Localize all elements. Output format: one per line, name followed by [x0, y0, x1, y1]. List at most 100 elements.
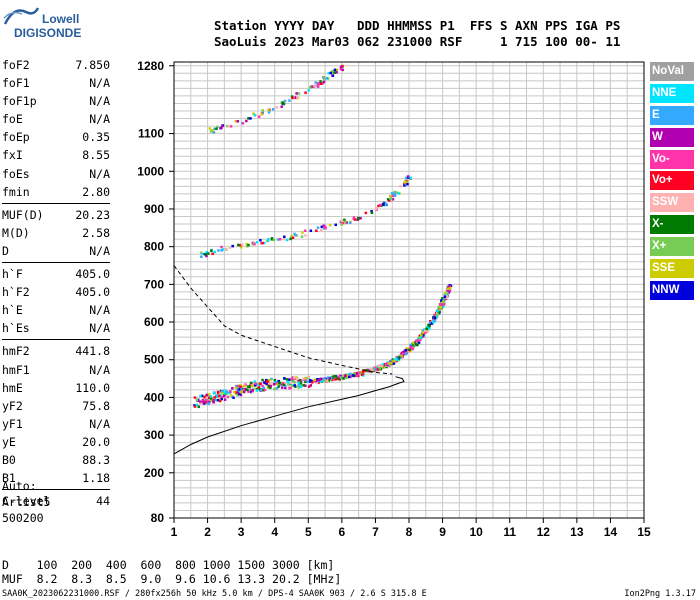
echo-dot	[438, 308, 442, 312]
param-value: N/A	[89, 112, 110, 127]
echo-dot	[297, 92, 301, 95]
param-name: foF1	[2, 76, 30, 91]
echo-dot	[343, 374, 347, 378]
echo-dot	[328, 377, 332, 380]
x-tick-label: 6	[339, 525, 346, 539]
echo-dot	[391, 358, 395, 361]
echo-dot	[252, 384, 255, 388]
echo-dot	[228, 246, 232, 249]
echo-dot	[435, 315, 438, 318]
echo-dot	[247, 243, 250, 247]
echo-dot	[197, 405, 200, 409]
echo-dot	[265, 380, 269, 383]
echo-dot	[265, 382, 269, 386]
echo-dot	[234, 392, 238, 396]
echo-dot	[446, 291, 449, 294]
echo-dot	[290, 95, 294, 98]
param-row: foE N/A	[2, 110, 110, 128]
echo-dot	[293, 384, 296, 387]
echo-dot	[410, 347, 414, 351]
echo-dot	[200, 252, 204, 255]
echo-dot	[353, 218, 357, 221]
echo-dot	[267, 111, 271, 114]
echo-dot	[343, 218, 346, 222]
echo-dot	[334, 375, 337, 378]
echo-dot	[216, 125, 219, 129]
echo-dot	[313, 84, 316, 88]
echo-dot	[249, 381, 253, 385]
param-value: N/A	[89, 303, 110, 318]
echo-dot	[200, 255, 203, 259]
echo-dot	[252, 382, 255, 386]
echo-dot	[447, 291, 451, 294]
echo-dot	[441, 305, 445, 308]
echo-dot	[321, 82, 324, 85]
echo-dot	[370, 368, 373, 371]
echo-dot	[432, 321, 435, 324]
echo-dot	[246, 388, 249, 392]
echo-dot	[271, 383, 274, 386]
echo-dot	[296, 379, 300, 382]
y-tick-label: 600	[144, 315, 164, 329]
echo-dot	[340, 376, 344, 379]
param-name: B0	[2, 452, 16, 467]
echo-dot	[290, 380, 294, 383]
echo-dot	[314, 81, 317, 84]
echo-dot	[285, 378, 289, 381]
echo-dot	[399, 184, 402, 188]
echo-dot	[327, 379, 331, 382]
echo-dot	[390, 361, 393, 365]
echo-dot	[289, 381, 293, 385]
echo-dot	[207, 393, 211, 396]
echo-dot	[345, 221, 348, 224]
axis-ticks: 1 2 3 4 5 6 7 8 9 10 11 12 13 14 158020030040050060070…	[137, 59, 651, 539]
x-tick-label: 1	[171, 525, 178, 539]
echo-dot	[223, 398, 227, 401]
polarization-legend: NoVal NNE E W Vo- Vo+ SSW X- X+ SSE NNW	[650, 62, 694, 303]
x-tick-label: 8	[406, 525, 413, 539]
param-row: h`F 405.0	[2, 265, 110, 283]
echo-dot	[283, 99, 287, 103]
autoscaling-info: Auto: Artist5 500200	[2, 478, 50, 526]
echo-dot	[397, 358, 401, 362]
param-name: D	[2, 243, 9, 258]
echo-dot	[277, 385, 280, 388]
echo-dot	[364, 211, 368, 215]
echo-dot	[296, 96, 299, 99]
echo-dot	[347, 375, 351, 379]
echo-dot	[292, 376, 296, 380]
echo-dot	[253, 113, 256, 117]
echo-dot	[222, 392, 225, 395]
echo-dot	[251, 389, 254, 392]
echo-dot	[282, 377, 286, 380]
echo-dot	[212, 130, 215, 134]
echo-dot	[323, 377, 326, 380]
param-name: foF2	[2, 58, 30, 72]
param-row: yE 20.0	[2, 433, 110, 451]
echo-dot	[309, 379, 312, 382]
param-value: N/A	[89, 243, 110, 258]
echo-dot	[259, 388, 263, 392]
echo-dot	[358, 371, 362, 374]
echo-dot	[250, 384, 254, 388]
echo-dot	[225, 248, 228, 251]
param-row: yF2 75.8	[2, 397, 110, 415]
echo-dot	[324, 226, 327, 230]
echo-dot	[211, 252, 214, 256]
echo-dot	[285, 238, 289, 242]
separator	[2, 339, 110, 341]
param-name: B1	[2, 471, 16, 486]
echo-dot	[374, 207, 378, 210]
echo-dot	[340, 223, 344, 226]
echo-dot	[352, 372, 355, 376]
echo-dot	[241, 122, 245, 125]
echo-dot	[326, 379, 329, 383]
echo-dot	[433, 313, 437, 317]
echo-dot	[344, 220, 347, 224]
echo-dot	[340, 219, 343, 223]
echo-dot	[322, 80, 326, 84]
echo-dot	[273, 378, 277, 382]
echo-dot	[306, 376, 309, 380]
echo-dot	[273, 387, 276, 391]
y-tick-label: 700	[144, 277, 164, 291]
